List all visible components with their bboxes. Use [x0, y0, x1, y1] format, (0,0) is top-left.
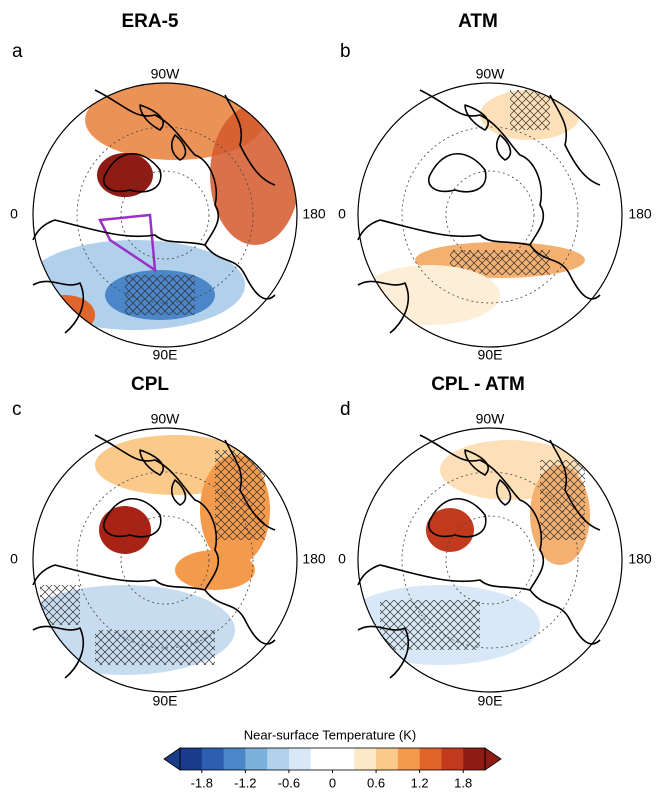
colorbar-swatch — [419, 748, 442, 770]
colorbar-swatch — [310, 748, 333, 770]
colorbar-swatch — [267, 748, 290, 770]
polar-map — [357, 82, 623, 348]
lon-label: 90W — [151, 411, 181, 427]
panel-title: CPL - ATM — [431, 374, 525, 395]
lon-label: 0 — [10, 206, 18, 222]
polar-map — [32, 82, 298, 348]
colorbar-tick-label: -1.8 — [191, 775, 213, 790]
colorbar-tick-label: 0 — [329, 775, 336, 790]
lon-label: 90E — [478, 693, 503, 709]
lon-label: 180 — [628, 551, 652, 567]
lon-label: 90E — [153, 347, 178, 363]
colorbar-swatch — [441, 748, 464, 770]
colorbar-tick-label: -1.2 — [234, 775, 256, 790]
colorbar-end — [484, 747, 502, 771]
lon-label: 90E — [478, 347, 503, 363]
colorbar-swatch — [354, 748, 377, 770]
panel-letter: a — [12, 41, 23, 62]
panel-letter: b — [340, 41, 351, 62]
colorbar-tick-label: 0.6 — [367, 775, 385, 790]
lon-label: 90E — [153, 693, 178, 709]
lon-label: 0 — [338, 551, 346, 567]
colorbar-swatch — [245, 748, 268, 770]
colorbar-swatch — [288, 748, 312, 770]
polar-map — [32, 427, 298, 693]
colorbar-swatch — [397, 748, 421, 770]
colorbar: -1.8 -1.2 -0.6 0 0.6 1.2 1.8 — [163, 747, 502, 790]
panel-title: ATM — [458, 11, 498, 32]
colorbar-title: Near-surface Temperature (K) — [244, 727, 416, 742]
lon-label: 180 — [302, 206, 326, 222]
colorbar-swatch — [376, 748, 399, 770]
lon-label: 180 — [302, 551, 326, 567]
colorbar-swatch — [332, 748, 355, 770]
lon-label: 90W — [476, 411, 506, 427]
lon-label: 0 — [10, 551, 18, 567]
colorbar-swatch — [180, 748, 203, 770]
colorbar-swatch — [223, 748, 246, 770]
panel-letter: c — [12, 399, 22, 420]
colorbar-swatch — [201, 748, 225, 770]
lon-label: 90W — [476, 66, 506, 82]
colorbar-tick-label: 1.8 — [454, 775, 472, 790]
lon-label: 0 — [338, 206, 346, 222]
colorbar-tick-label: -0.6 — [278, 775, 300, 790]
lon-label: 180 — [628, 206, 652, 222]
lon-label: 90W — [151, 66, 181, 82]
panel-letter: d — [340, 399, 351, 420]
polar-map — [357, 427, 623, 693]
panel-title: CPL — [131, 374, 169, 395]
panel-title: ERA-5 — [121, 11, 178, 32]
colorbar-tick-label: 1.2 — [411, 775, 429, 790]
colorbar-end — [163, 747, 181, 771]
colorbar-swatch — [463, 748, 486, 770]
